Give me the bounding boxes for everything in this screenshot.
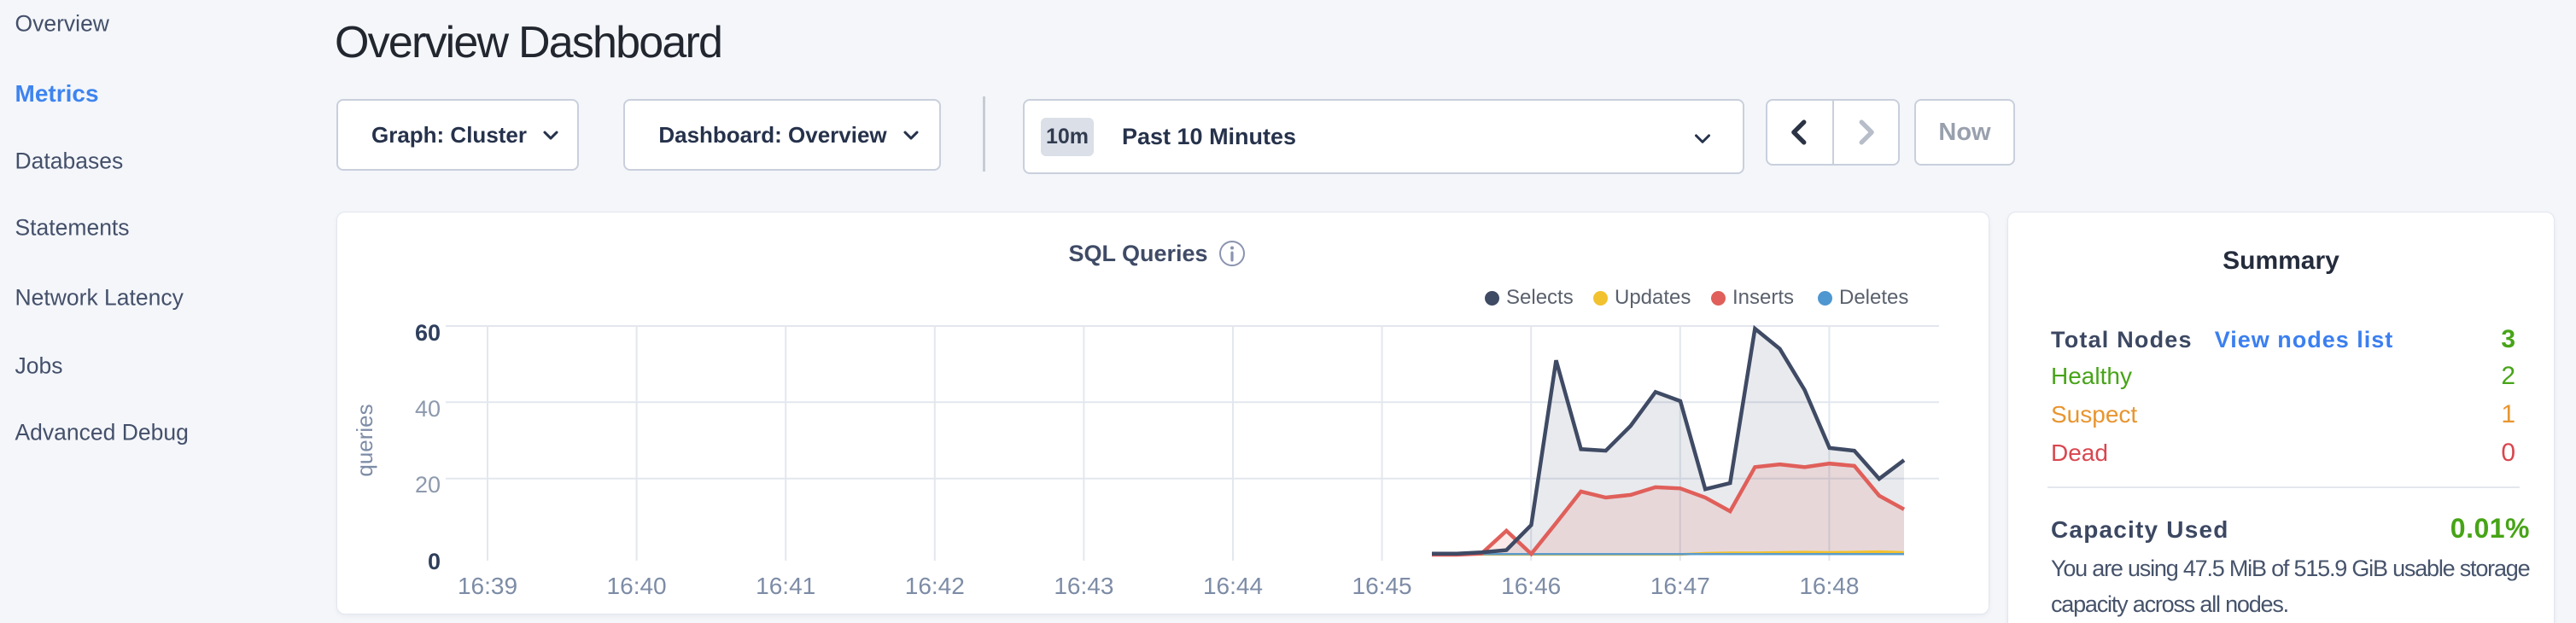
svg-text:20: 20 — [415, 472, 441, 498]
svg-text:60: 60 — [415, 320, 441, 346]
svg-text:16:41: 16:41 — [756, 573, 815, 599]
svg-text:0: 0 — [428, 549, 441, 574]
svg-text:16:45: 16:45 — [1352, 573, 1412, 599]
svg-text:16:39: 16:39 — [458, 573, 517, 599]
svg-text:16:46: 16:46 — [1501, 573, 1561, 599]
svg-text:16:42: 16:42 — [905, 573, 965, 599]
svg-text:16:40: 16:40 — [607, 573, 667, 599]
svg-text:16:43: 16:43 — [1054, 573, 1113, 599]
svg-text:16:44: 16:44 — [1203, 573, 1263, 599]
svg-text:16:47: 16:47 — [1650, 573, 1710, 599]
svg-text:40: 40 — [415, 396, 441, 422]
svg-text:queries: queries — [352, 404, 377, 476]
svg-text:16:48: 16:48 — [1799, 573, 1859, 599]
